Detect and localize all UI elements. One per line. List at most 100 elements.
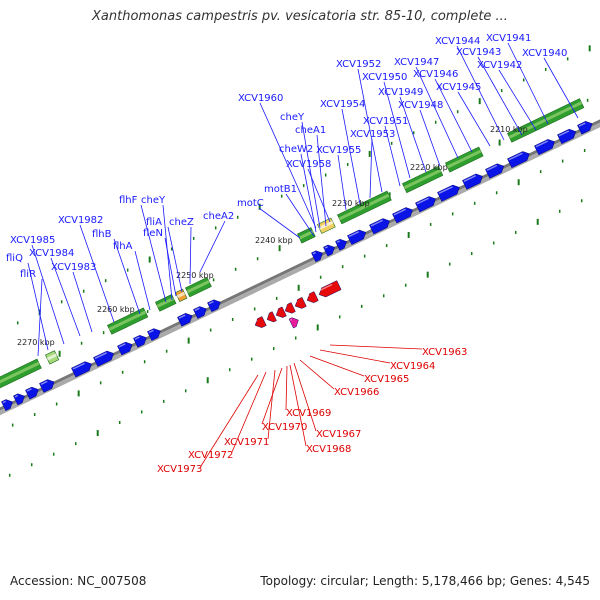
forward-gene-arrow — [311, 250, 323, 263]
forward-label-leader — [300, 153, 317, 233]
backbone-shadow — [0, 122, 600, 416]
reverse-label-leader — [329, 344, 423, 350]
forward-gene-arrow — [347, 229, 367, 245]
forward-label-leader — [498, 69, 537, 131]
forward-label-leader — [259, 102, 317, 229]
forward-gene-arrow — [392, 207, 413, 224]
scale-label: 2230 kbp — [332, 199, 370, 208]
genome-stats-text: Topology: circular; Length: 5,178,466 bp… — [260, 574, 590, 588]
cluster-highlight — [108, 310, 147, 331]
forward-label-leader — [415, 66, 459, 159]
scale-label: 2220 kbp — [410, 163, 448, 172]
cluster-highlight — [403, 169, 442, 190]
scale-label: 2260 kbp — [97, 305, 135, 314]
forward-label-leader — [50, 257, 81, 337]
forward-gene-arrow — [117, 341, 133, 356]
reverse-gene-label: XCV1963 — [422, 347, 467, 358]
forward-gene-arrow — [485, 163, 505, 179]
scale-label: 2270 kbp — [17, 338, 55, 347]
forward-gene-arrow — [207, 299, 221, 313]
forward-label-leader — [134, 250, 151, 311]
reverse-gene-arrow — [254, 316, 267, 328]
forward-gene-label: fliQ — [6, 253, 23, 264]
forward-label-leader — [337, 154, 347, 211]
forward-gene-label: fliA — [146, 217, 162, 228]
forward-label-leader — [140, 204, 167, 303]
forward-label-leader — [384, 125, 401, 187]
cluster-highlight — [338, 193, 390, 221]
reverse-gene-label: XCV1967 — [316, 429, 361, 440]
forward-label-leader — [399, 96, 427, 173]
reverse-gene-label: XCV1965 — [364, 374, 409, 385]
forward-label-leader — [31, 244, 65, 345]
forward-label-leader — [457, 91, 491, 147]
forward-gene-label: cheY — [280, 112, 305, 123]
cluster-highlight — [446, 149, 482, 169]
forward-gene-label: XCV1955 — [316, 145, 361, 156]
forward-gene-label: XCV1982 — [58, 215, 103, 226]
forward-gene-label: XCV1942 — [477, 60, 522, 71]
forward-gene-arrow — [1, 399, 13, 411]
reverse-gene-layer — [254, 280, 342, 329]
genome-backbone — [0, 119, 600, 416]
forward-label-leader — [27, 262, 49, 351]
forward-label-leader — [341, 108, 361, 205]
forward-gene-label: XCV1948 — [398, 100, 443, 111]
forward-gene-label: XCV1960 — [238, 93, 283, 104]
forward-gene-label: motC — [237, 198, 264, 209]
forward-gene-label: XCV1940 — [522, 48, 567, 59]
reverse-label-leader — [231, 371, 267, 453]
forward-label-leader — [369, 138, 373, 199]
forward-gene-label: flhB — [92, 229, 112, 240]
forward-gene-label: XCV1941 — [486, 33, 531, 44]
forward-gene-label: fleN — [143, 228, 163, 239]
tick-layer — [8, 45, 591, 477]
forward-gene-arrow — [507, 151, 530, 169]
reverse-gene-arrow — [266, 311, 277, 323]
reverse-gene-label: XCV1968 — [306, 444, 351, 455]
scale-label: 2250 kbp — [176, 271, 214, 280]
forward-gene-label: XCV1950 — [362, 72, 407, 83]
forward-gene-label: cheA2 — [203, 211, 234, 222]
forward-gene-layer — [1, 121, 593, 411]
forward-gene-label: XCV1958 — [286, 159, 331, 170]
reverse-label-leader — [285, 365, 288, 411]
forward-gene-arrow — [437, 184, 460, 202]
cluster-highlight — [46, 353, 58, 361]
forward-label-leader — [543, 57, 579, 119]
forward-label-leader — [434, 78, 473, 153]
reverse-label-leader — [289, 364, 307, 447]
forward-gene-label: cheW2 — [279, 144, 313, 155]
cluster-highlight — [508, 101, 583, 139]
reverse-gene-arrow — [306, 291, 319, 303]
cluster-highlight — [156, 297, 175, 308]
reverse-gene-label: XCV1970 — [262, 422, 307, 433]
forward-label-leader — [199, 220, 226, 273]
forward-gene-arrow — [193, 306, 207, 319]
reverse-gene-arrow-pink — [288, 317, 299, 329]
forward-gene-label: flhF — [119, 195, 138, 206]
forward-gene-arrow — [415, 196, 436, 213]
forward-gene-label: XCV1985 — [10, 235, 55, 246]
forward-label-leader — [258, 207, 301, 239]
forward-gene-arrow — [71, 361, 92, 378]
forward-label-leader — [477, 56, 523, 136]
accession-text: Accession: NC_007508 — [10, 574, 147, 588]
forward-label-leader — [456, 45, 505, 141]
forward-gene-label: XCV1984 — [29, 248, 74, 259]
map-title: Xanthomonas campestris pv. vesicatoria s… — [92, 9, 508, 24]
forward-gene-label: XCV1951 — [363, 116, 408, 127]
forward-gene-label: XCV1953 — [350, 129, 395, 140]
reverse-gene-label: XCV1966 — [334, 387, 379, 398]
scale-label: 2210 kbp — [490, 125, 528, 134]
reverse-label-layer: XCV1963 XCV1964 XCV1965 XCV1966 XCV1967 XCV19… — [157, 344, 467, 475]
forward-gene-label: cheA1 — [295, 125, 326, 136]
cluster-highlight — [176, 291, 186, 299]
forward-label-leader — [383, 81, 411, 179]
scale-label-layer: 2210 kbp 2220 kbp 2230 kbp 2240 kbp 2250 kbp… — [17, 125, 528, 347]
forward-gene-arrow — [147, 328, 161, 341]
forward-gene-label: XCV1954 — [320, 99, 365, 110]
reverse-gene-label: XCV1964 — [390, 361, 435, 372]
forward-label-leader — [419, 109, 441, 167]
